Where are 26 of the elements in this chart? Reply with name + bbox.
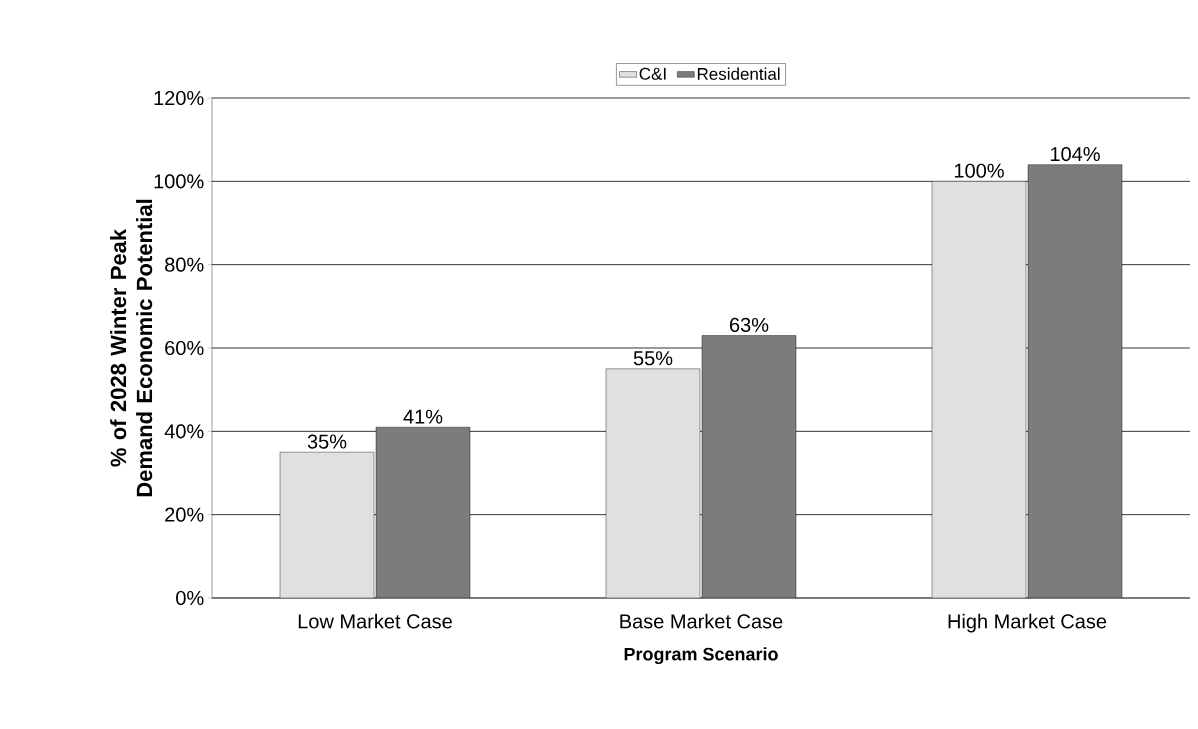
- y-axis-title: % of 2028 Winter Peak Demand Economic Potential: [110, 199, 153, 497]
- y-tick-label: 100%: [154, 174, 204, 189]
- data-label: 41%: [403, 409, 443, 424]
- x-tick-label: High Market Case: [948, 613, 1107, 633]
- bar: [606, 368, 701, 598]
- data-label: 35%: [307, 434, 347, 449]
- legend-label: Residential: [697, 67, 780, 80]
- bar: [376, 427, 470, 598]
- y-tick-label: 20%: [165, 507, 204, 522]
- data-label: 63%: [730, 317, 769, 332]
- y-tick-label: 120%: [154, 90, 204, 106]
- bar: [931, 181, 1027, 598]
- y-tick-label: 40%: [164, 424, 204, 439]
- legend-label: C&I: [639, 67, 666, 80]
- data-label: 104%: [1050, 146, 1100, 162]
- bar: [280, 452, 375, 598]
- y-tick-label: 60%: [165, 340, 204, 356]
- y-tick-label: 80%: [165, 257, 204, 272]
- x-tick-label: Low Market Case: [298, 613, 452, 629]
- x-tick-label: Base Market Case: [620, 613, 783, 629]
- data-label: 55%: [633, 351, 673, 366]
- data-label: 100%: [954, 163, 1004, 178]
- bar: [1027, 164, 1123, 598]
- y-tick-label: 0%: [176, 590, 204, 606]
- x-axis-title: Program Scenario: [624, 647, 778, 665]
- bar: [702, 335, 796, 598]
